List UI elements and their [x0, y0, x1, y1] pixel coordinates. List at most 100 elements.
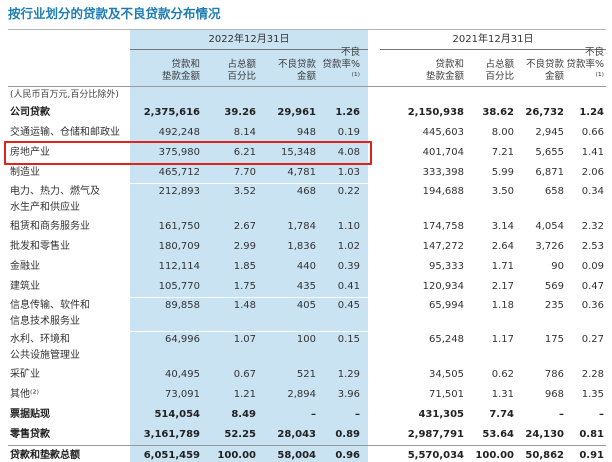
- cell-value: 514,054: [130, 405, 200, 425]
- cell-value: 0.15: [316, 332, 368, 365]
- cell-value: 212,893: [130, 184, 200, 217]
- cell-value: 2,894: [256, 385, 316, 405]
- cell-value: 1.85: [200, 257, 256, 277]
- cell-value: 65,994: [429, 300, 464, 311]
- cell-value: 3.50: [491, 186, 514, 197]
- table-row: 水利、环境和 公共设施管理业 64,996 1.07 100 0.15 65,248 1.1…: [8, 331, 606, 365]
- cell-value: 658: [544, 186, 564, 197]
- cell-value: –: [559, 409, 564, 420]
- cell-value: 1.35: [581, 389, 604, 400]
- cell-value: 0.62: [491, 369, 514, 380]
- cell-value: 3,161,789: [130, 425, 200, 445]
- cell-value: 2,150,938: [407, 107, 464, 118]
- cell-value: 431,305: [418, 409, 464, 420]
- column-header: 不良贷款 金额: [256, 50, 316, 86]
- cell-value: –: [316, 405, 368, 425]
- cell-value: 6.21: [200, 143, 256, 163]
- cell-value: 28,043: [256, 425, 316, 445]
- cell-value: 180,709: [130, 237, 200, 257]
- cell-value: 1.29: [316, 365, 368, 385]
- cell-value: 1.26: [316, 103, 368, 123]
- cell-value: 435: [256, 277, 316, 297]
- cell-value: 0.34: [581, 186, 604, 197]
- period-2021-label: 2021年12月31日: [380, 30, 606, 50]
- cell-value: 112,114: [130, 257, 200, 277]
- header-spacer: [368, 87, 606, 103]
- cell-value: 174,758: [422, 221, 464, 232]
- cell-value: 440: [256, 257, 316, 277]
- cell-value: 65,248: [429, 334, 464, 345]
- cell-value: 0.41: [316, 277, 368, 297]
- cell-value: 1,836: [256, 237, 316, 257]
- cell-value: 4,054: [535, 221, 564, 232]
- cell-value: 0.67: [200, 365, 256, 385]
- cell-value: 1.07: [200, 332, 256, 365]
- table-row: 制造业 465,712 7.70 4,781 1.03 333,398 5.99 6,871 2…: [8, 163, 606, 183]
- cell-value: 0.19: [316, 123, 368, 143]
- cell-value: 7.70: [200, 163, 256, 183]
- table-note: (人民币百万元,百分比除外): [10, 90, 119, 100]
- cell-value: 2.53: [581, 241, 604, 252]
- cell-value: 0.47: [581, 281, 604, 292]
- cell-value: 0.45: [316, 298, 368, 331]
- cell-value: 1.24: [579, 107, 604, 118]
- header-spacer: [8, 50, 130, 86]
- cell-value: 50,862: [525, 450, 564, 461]
- cell-value: 333,398: [422, 167, 464, 178]
- cell-value: 5,655: [535, 147, 564, 158]
- cell-value: 3.52: [200, 184, 256, 217]
- cell-value: 0.66: [581, 127, 604, 138]
- cell-value: 7.21: [491, 147, 514, 158]
- cell-value: 8.00: [491, 127, 514, 138]
- cell-value: 24,130: [525, 429, 564, 440]
- row-label: 水利、环境和 公共设施管理业: [10, 334, 80, 361]
- cell-value: 4,781: [256, 163, 316, 183]
- column-header: 贷款和 垫款金额: [130, 50, 200, 86]
- cell-value: 1.48: [200, 298, 256, 331]
- cell-value: 100.00: [475, 450, 514, 461]
- table-row: 建筑业 105,770 1.75 435 0.41 120,934 2.17 569 0.47: [8, 277, 606, 297]
- table-body: 公司贷款 2,375,616 39.26 29,961 1.26 2,150,938 38.…: [4, 103, 606, 462]
- row-label: 房地产业: [10, 147, 50, 158]
- table-row: 采矿业 40,495 0.67 521 1.29 34,505 0.62 786 2.28: [8, 365, 606, 385]
- cell-value: 6,871: [535, 167, 564, 178]
- cell-value: 64,996: [130, 332, 200, 365]
- cell-value: 1.21: [200, 385, 256, 405]
- cell-value: 100: [256, 332, 316, 365]
- cell-value: 39.26: [200, 103, 256, 123]
- table-row: 贷款和垫款总额 6,051,459 100.00 58,004 0.96 5,570,03…: [8, 445, 606, 462]
- row-label: 建筑业: [10, 281, 40, 292]
- cell-value: –: [256, 405, 316, 425]
- row-label: 制造业: [10, 167, 40, 178]
- row-label: 其他⁽²⁾: [10, 389, 39, 400]
- table-header-columns: 贷款和 垫款金额 占总额 百分比 不良贷款 金额 不良 贷款率%⁽¹⁾ 贷款和 …: [8, 47, 606, 87]
- cell-value: 5,570,034: [407, 450, 464, 461]
- cell-value: 5.99: [491, 167, 514, 178]
- column-header: 不良 贷款率%⁽¹⁾: [566, 47, 604, 82]
- cell-value: 0.09: [581, 261, 604, 272]
- cell-value: 175: [544, 334, 564, 345]
- row-label: 交通运输、仓储和邮政业: [10, 127, 120, 138]
- cell-value: –: [599, 409, 604, 420]
- row-label: 票据贴现: [10, 409, 50, 420]
- period-2022-label: 2022年12月31日: [130, 30, 368, 50]
- table-note-row: (人民币百万元,百分比除外): [8, 87, 606, 103]
- table-row: 金融业 112,114 1.85 440 0.39 95,333 1.71 90 0.09: [8, 257, 606, 277]
- cell-value: 405: [256, 298, 316, 331]
- cell-value: 1.71: [491, 261, 514, 272]
- column-header: 不良 贷款率%⁽¹⁾: [316, 47, 368, 86]
- cell-value: 73,091: [130, 385, 200, 405]
- cell-value: 1,784: [256, 217, 316, 237]
- cell-value: 2,945: [535, 127, 564, 138]
- header-spacer: [8, 30, 130, 50]
- table-row: 批发和零售业 180,709 2.99 1,836 1.02 147,272 2.64 3,7…: [8, 237, 606, 257]
- cell-value: 29,961: [256, 103, 316, 123]
- row-label: 贷款和垫款总额: [10, 450, 80, 461]
- cell-value: 0.91: [579, 450, 604, 461]
- cell-value: 89,858: [130, 298, 200, 331]
- cell-value: 2.17: [491, 281, 514, 292]
- cell-value: 7.74: [489, 409, 514, 420]
- cell-value: 15,348: [256, 143, 316, 163]
- cell-value: 521: [256, 365, 316, 385]
- cell-value: 1.03: [316, 163, 368, 183]
